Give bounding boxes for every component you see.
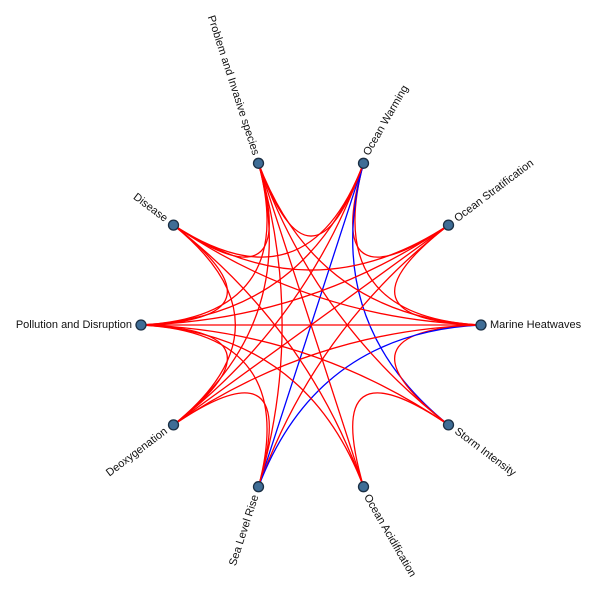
node-ocean-warming bbox=[357, 157, 370, 169]
node-deoxygenation bbox=[167, 419, 180, 431]
link-ocean-warming-problem-and-invasive-species bbox=[257, 163, 365, 237]
node-sea-level-rise bbox=[252, 481, 265, 493]
node-label-ocean-warming: Ocean Warming bbox=[361, 83, 411, 157]
node-storm-intensity bbox=[442, 419, 455, 431]
link-ocean-acidification-problem-and-invasive-species bbox=[257, 163, 365, 487]
link-storm-intensity-problem-and-invasive-species bbox=[257, 163, 449, 426]
link-marine-heatwaves-disease bbox=[173, 224, 482, 326]
link-deoxygenation-pollution-and-disruption bbox=[140, 324, 229, 426]
link-sea-level-rise-pollution-and-disruption bbox=[140, 324, 268, 487]
link-pollution-and-disruption-disease bbox=[140, 224, 229, 326]
link-ocean-warming-ocean-stratification bbox=[352, 163, 449, 258]
node-problem-and-invasive-species bbox=[252, 157, 265, 169]
link-marine-heatwaves-problem-and-invasive-species bbox=[257, 163, 482, 326]
link-ocean-stratification-sea-level-rise bbox=[257, 224, 449, 487]
node-label-sea-level-rise: Sea Level Rise bbox=[227, 493, 261, 567]
node-label-problem-and-invasive-species: Problem and Invasive species bbox=[205, 14, 262, 157]
node-label-deoxygenation: Deoxygenation bbox=[104, 425, 170, 479]
node-label-marine-heatwaves: Marine Heatwaves bbox=[490, 319, 582, 331]
node-marine-heatwaves bbox=[475, 319, 487, 331]
link-sea-level-rise-problem-and-invasive-species bbox=[257, 163, 283, 487]
link-ocean-warming-storm-intensity bbox=[352, 163, 449, 426]
node-label-pollution-and-disruption: Pollution and Disruption bbox=[16, 319, 132, 331]
link-disease-problem-and-invasive-species bbox=[173, 163, 270, 258]
link-marine-heatwaves-storm-intensity bbox=[393, 324, 482, 426]
nodes-layer: Ocean Warming Ocean Stratification Marine … bbox=[16, 14, 582, 579]
link-ocean-warming-deoxygenation bbox=[173, 163, 365, 426]
link-sea-level-rise-deoxygenation bbox=[173, 392, 270, 487]
link-storm-intensity-ocean-acidification bbox=[352, 392, 449, 487]
link-deoxygenation-problem-and-invasive-species bbox=[173, 163, 270, 426]
node-ocean-acidification bbox=[357, 481, 370, 493]
node-label-disease: Disease bbox=[131, 191, 170, 225]
links-layer bbox=[140, 163, 482, 487]
node-ocean-stratification bbox=[442, 219, 455, 231]
node-disease bbox=[167, 219, 180, 231]
node-pollution-and-disruption bbox=[135, 319, 147, 331]
node-label-ocean-acidification: Ocean Acidification bbox=[361, 492, 418, 579]
link-ocean-stratification-marine-heatwaves bbox=[393, 224, 482, 326]
link-pollution-and-disruption-problem-and-invasive-species bbox=[140, 163, 268, 326]
node-label-ocean-stratification: Ocean Stratification bbox=[452, 157, 536, 224]
link-ocean-stratification-disease bbox=[173, 224, 449, 271]
node-label-storm-intensity: Storm Intensity bbox=[452, 425, 518, 479]
link-ocean-acidification-disease bbox=[173, 224, 365, 487]
link-storm-intensity-pollution-and-disruption bbox=[140, 324, 449, 426]
link-marine-heatwaves-sea-level-rise bbox=[257, 324, 482, 487]
